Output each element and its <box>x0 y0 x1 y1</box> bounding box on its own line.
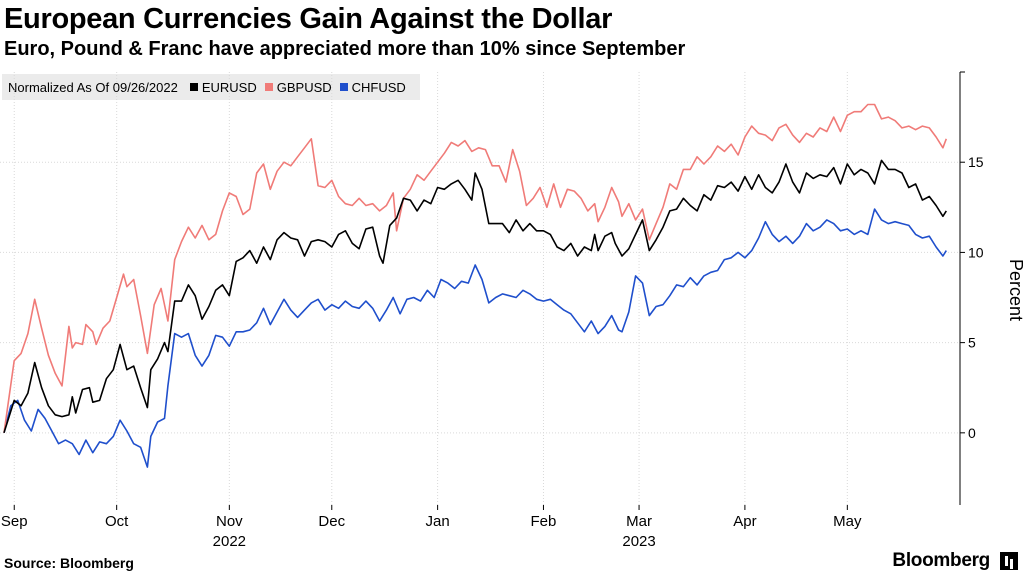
x-tick-label: May <box>833 513 862 530</box>
x-tick-label: Feb <box>531 513 557 530</box>
legend-item-gbpusd[interactable]: GBPUSD <box>264 79 332 95</box>
series-line-chfusd <box>3 208 947 468</box>
chart-title: European Currencies Gain Against the Dol… <box>4 3 613 35</box>
legend-swatch-chfusd <box>339 83 348 91</box>
series-line-eurusd <box>3 159 947 434</box>
x-tick-label: Apr <box>733 513 756 530</box>
x-tick-label: Dec <box>318 513 345 530</box>
y-tick-label: 15 <box>968 154 984 170</box>
legend-swatch-eurusd <box>189 83 198 91</box>
y-tick-label: 0 <box>968 425 976 441</box>
chart-subtitle: Euro, Pound & Franc have appreciated mor… <box>4 38 686 60</box>
legend-swatch-gbpusd <box>264 83 273 91</box>
x-year-label: 2022 <box>213 533 246 550</box>
legend-label-chfusd: CHFUSD <box>351 79 406 95</box>
x-tick-label: Mar <box>626 513 652 530</box>
series-line-gbpusd <box>3 103 948 433</box>
legend-item-chfusd[interactable]: CHFUSD <box>339 79 406 95</box>
bloomberg-terminal-icon <box>1000 552 1018 570</box>
y-tick-label: 10 <box>968 244 984 260</box>
x-tick-label: Oct <box>105 513 129 530</box>
source-note: Source: Bloomberg <box>4 555 134 571</box>
x-tick-label: Nov <box>216 513 243 530</box>
x-tick-label: Jan <box>426 513 450 530</box>
y-axis-title: Percent <box>1006 259 1024 321</box>
x-tick-label: Sep <box>1 513 28 530</box>
y-tick-label: 5 <box>968 335 976 351</box>
legend-note: Normalized As Of 09/26/2022 <box>8 79 178 95</box>
brand-logo-text: Bloomberg <box>892 550 990 571</box>
legend-label-gbpusd: GBPUSD <box>276 79 332 95</box>
x-year-label: 2023 <box>622 533 655 550</box>
legend: Normalized As Of 09/26/2022 EURUSD GBPUS… <box>2 74 420 100</box>
